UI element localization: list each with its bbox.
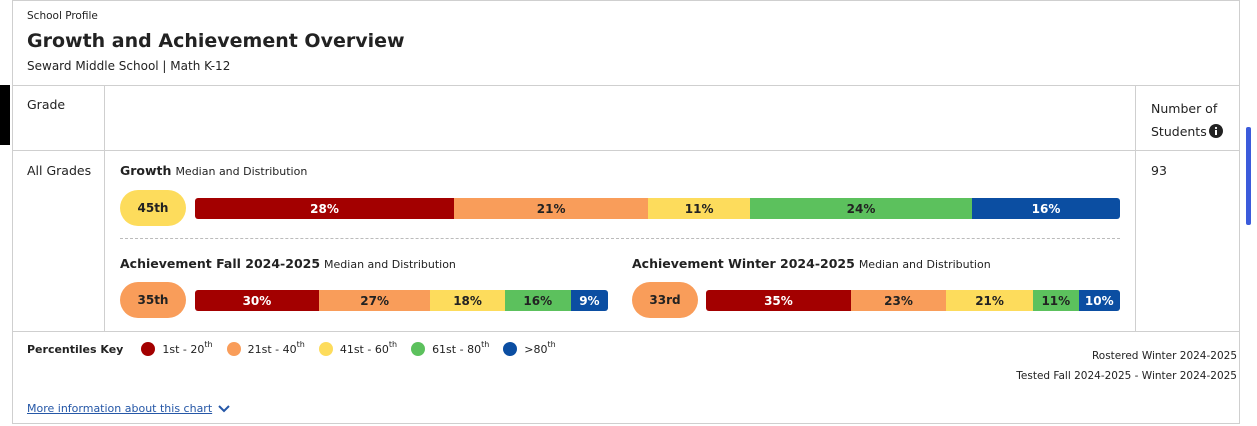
key-label: 21st - 40: [247, 342, 297, 356]
key-swatch: [226, 342, 241, 356]
segment-label: 10%: [1084, 293, 1114, 308]
median-badge: 45th: [120, 190, 186, 226]
note: Rostered Winter 2024-2025: [1091, 350, 1237, 362]
grade: All Grades: [27, 163, 92, 178]
section-subtitle: Median and Distribution: [858, 258, 991, 271]
bar-segment: 27%: [318, 290, 431, 311]
bar-segment: 16%: [972, 198, 1120, 219]
bar-segment: 24%: [750, 198, 972, 219]
column-header: Number of Students: [1151, 97, 1231, 143]
bar-segment: 16%: [504, 290, 571, 311]
key-swatch: [411, 342, 426, 356]
section-subtitle: Median and Distribution: [175, 165, 308, 178]
key-label: >80: [524, 342, 548, 356]
segment-label: 21%: [975, 293, 1004, 308]
segment-label: 11%: [684, 201, 714, 216]
table: [12, 85, 1240, 332]
link-text[interactable]: More information about this chart: [27, 402, 213, 415]
key-item: >80 th: [503, 340, 556, 356]
bar-segment: 23%: [850, 290, 947, 311]
column-label: Number of Students: [1151, 101, 1218, 139]
eyebrow: School Profile: [27, 10, 98, 22]
info-icon[interactable]: [1208, 124, 1223, 138]
key-label: 61st - 80: [432, 342, 482, 356]
key-swatch: [141, 342, 156, 356]
segment-label: 24%: [846, 201, 876, 216]
key-label: 41st - 60: [339, 342, 389, 356]
title: Growth and Achievement Overview: [27, 30, 405, 52]
key-sup: th: [547, 340, 556, 349]
segment-label: 18%: [453, 293, 482, 308]
segment-label: 16%: [1031, 201, 1061, 216]
bar-segment: 9%: [570, 290, 608, 311]
key-sup: th: [204, 340, 213, 349]
distribution-bar: 30% 27% 18% 16% 9%: [195, 290, 608, 311]
bar-segment: 21%: [946, 290, 1034, 311]
segment-label: 9%: [579, 293, 600, 308]
distribution-bar: 28% 21% 11% 24% 16%: [195, 198, 1120, 219]
key-swatch: [318, 342, 333, 356]
section-title: Achievement Fall 2024-2025 Median and Dis…: [120, 256, 456, 271]
key-label: 1st - 20: [162, 342, 205, 356]
key-swatch: [503, 342, 518, 356]
notes: Rostered Winter 2024-2025 Tested Fall 20…: [1016, 346, 1237, 386]
segment-label: 27%: [360, 293, 389, 308]
bar-segment: 30%: [195, 290, 319, 311]
divider: [120, 238, 1120, 239]
section-subtitle: Median and Distribution: [324, 258, 456, 271]
bar-segment: 11%: [648, 198, 750, 219]
bar-segment: 28%: [195, 198, 454, 219]
segment-label: 35%: [764, 293, 793, 308]
chevron: [218, 404, 230, 412]
row-divider: [12, 150, 1240, 151]
student-count: 93: [1151, 163, 1167, 178]
median-badge: 33rd: [632, 282, 698, 318]
bar-segment: 18%: [430, 290, 505, 311]
section-title: Growth Median and Distribution: [120, 163, 308, 178]
key-title: Percentiles Key: [27, 342, 124, 356]
section-title: Achievement Winter 2024-2025 Median and D…: [632, 256, 991, 271]
key-sup: th: [481, 340, 490, 349]
column-header: Grade: [27, 97, 66, 112]
segment-label: 16%: [523, 293, 553, 308]
bar-segment: 21%: [454, 198, 649, 219]
note: Tested Fall 2024-2025 - Winter 2024-2025: [1016, 370, 1237, 382]
segment-label: 28%: [310, 201, 339, 216]
scrollbar[interactable]: [1246, 127, 1251, 225]
segment-label: 30%: [242, 293, 272, 308]
median-badge: 35th: [120, 282, 186, 318]
segment-label: 21%: [536, 201, 566, 216]
key-sup: th: [296, 340, 305, 349]
edge-artifact: [0, 85, 10, 145]
col-divider: [104, 85, 105, 332]
bar-segment: 11%: [1033, 290, 1079, 311]
subtitle: Seward Middle School | Math K-12: [27, 59, 231, 73]
segment-label: 23%: [884, 293, 913, 308]
segment-label: 11%: [1041, 293, 1071, 308]
card: [12, 0, 1240, 424]
bar-segment: 10%: [1078, 290, 1120, 311]
key-sup: th: [388, 340, 398, 349]
more-link[interactable]: More information about this chart: [27, 402, 230, 415]
col-divider: [1135, 85, 1136, 332]
distribution-bar: 35% 23% 21% 11% 10%: [706, 290, 1120, 311]
bar-segment: 35%: [706, 290, 851, 311]
